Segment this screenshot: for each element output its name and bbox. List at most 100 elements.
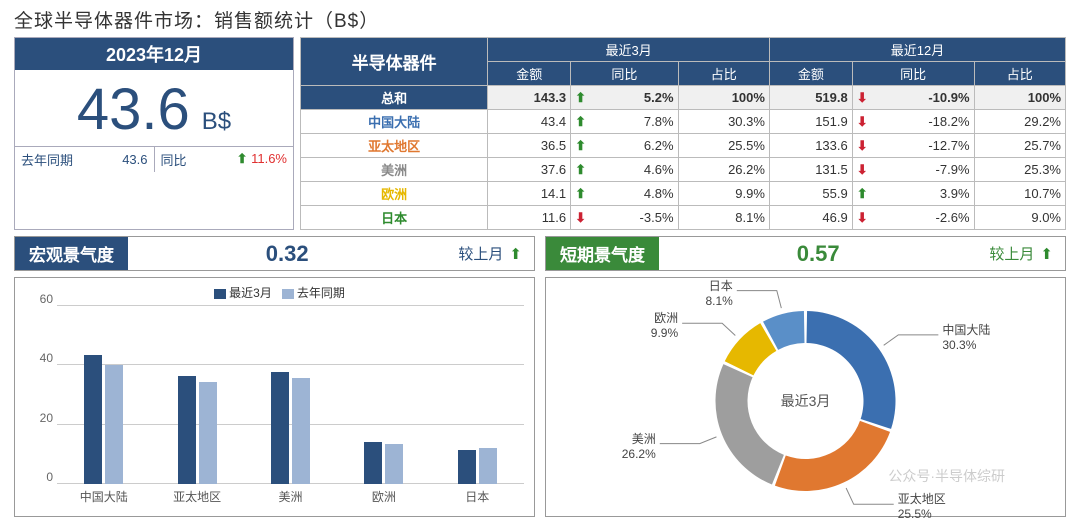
table-cell: ⬆3.9% xyxy=(852,182,974,206)
table-cell: 25.5% xyxy=(678,134,769,158)
yoy-value: 11.6% xyxy=(251,151,287,166)
table-cell: 55.9 xyxy=(769,182,852,206)
table-row: 美洲37.6⬆4.6%26.2%131.5⬇-7.9%25.3% xyxy=(301,158,1066,182)
region-name: 美洲 xyxy=(301,158,488,182)
col-yoy-12m: 同比 xyxy=(852,62,974,86)
indicator: 宏观景气度0.32较上月⬆ xyxy=(14,236,535,271)
donut-slice xyxy=(775,421,890,491)
down-arrow-icon: ⬇ xyxy=(857,90,868,106)
yoy-label: 同比 xyxy=(161,150,187,169)
indicator-value: 0.32 xyxy=(128,237,446,270)
region-name: 亚太地区 xyxy=(301,134,488,158)
donut-chart-box: 中国大陆30.3%亚太地区25.5%美洲26.2%欧洲9.9%日本8.1%最近3… xyxy=(545,277,1066,517)
table-cell: 519.8 xyxy=(769,86,852,110)
col-amount-3m: 金额 xyxy=(488,62,571,86)
table-cell: ⬆4.8% xyxy=(571,182,678,206)
table-cell: 37.6 xyxy=(488,158,571,182)
chart-row: 最近3月 去年同期 0204060中国大陆亚太地区美洲欧洲日本 中国大陆30.3% 亚… xyxy=(14,277,1066,517)
table-row: 总和143.3⬆5.2%100%519.8⬇-10.9%100% xyxy=(301,86,1066,110)
bar-chart: 最近3月去年同期0204060中国大陆亚太地区美洲欧洲日本 xyxy=(19,282,530,512)
donut-label: 欧洲9.9% xyxy=(651,309,678,340)
table-cell: 26.2% xyxy=(678,158,769,182)
group-3m: 最近3月 xyxy=(488,38,770,62)
indicator-row: 宏观景气度0.32较上月⬆短期景气度0.57较上月⬆ xyxy=(14,236,1066,271)
table-cell: ⬇-7.9% xyxy=(852,158,974,182)
last-year-value: 43.6 xyxy=(122,152,147,167)
leader-line xyxy=(682,323,735,335)
bar-group: 日本 xyxy=(431,306,524,484)
table-cell: 100% xyxy=(678,86,769,110)
bar xyxy=(458,450,476,484)
bar xyxy=(178,376,196,484)
leader-line xyxy=(846,488,894,504)
donut-label: 亚太地区25.5% xyxy=(898,490,946,521)
indicator-label: 短期景气度 xyxy=(546,237,659,270)
indicator-label: 宏观景气度 xyxy=(15,237,128,270)
y-tick-label: 0 xyxy=(46,470,53,484)
y-tick-label: 40 xyxy=(40,351,53,365)
up-arrow-icon: ⬆ xyxy=(237,151,248,166)
up-arrow-icon: ⬆ xyxy=(857,186,868,202)
bar xyxy=(479,448,497,484)
table-row: 欧洲14.1⬆4.8%9.9%55.9⬆3.9%10.7% xyxy=(301,182,1066,206)
table-cell: ⬆5.2% xyxy=(571,86,678,110)
table-cell: 10.7% xyxy=(974,182,1065,206)
last-year-label: 去年同期 xyxy=(21,150,73,169)
donut-label: 中国大陆30.3% xyxy=(942,321,990,352)
table-cell: ⬇-12.7% xyxy=(852,134,974,158)
col-share-12m: 占比 xyxy=(974,62,1065,86)
indicator-trend: 较上月⬆ xyxy=(977,237,1065,270)
trend-label: 较上月 xyxy=(458,243,503,264)
table-cell: 11.6 xyxy=(488,206,571,230)
donut-label: 日本8.1% xyxy=(705,277,732,308)
down-arrow-icon: ⬇ xyxy=(857,138,868,154)
table-row: 亚太地区36.5⬆6.2%25.5%133.6⬇-12.7%25.7% xyxy=(301,134,1066,158)
region-name: 中国大陆 xyxy=(301,110,488,134)
table-cell: 151.9 xyxy=(769,110,852,134)
bar-group: 中国大陆 xyxy=(57,306,150,484)
bar xyxy=(271,372,289,484)
bar-chart-box: 最近3月去年同期0204060中国大陆亚太地区美洲欧洲日本 xyxy=(14,277,535,517)
page-title: 全球半导体器件市场：销售额统计（B$） xyxy=(14,6,1066,33)
up-arrow-icon: ⬆ xyxy=(575,114,586,130)
x-tick-label: 美洲 xyxy=(244,488,337,505)
up-arrow-icon: ⬆ xyxy=(575,186,586,202)
table-cell: 30.3% xyxy=(678,110,769,134)
y-tick-label: 60 xyxy=(40,292,53,306)
headline-period: 2023年12月 xyxy=(15,38,293,70)
col-share-3m: 占比 xyxy=(678,62,769,86)
leader-line xyxy=(737,291,782,308)
top-row: 2023年12月 43.6 B$ 去年同期 43.6 同比 ⬆ 11.6% 半导… xyxy=(14,37,1066,230)
bar xyxy=(105,365,123,484)
donut-center-label: 最近3月 xyxy=(781,391,831,411)
table-cell: 143.3 xyxy=(488,86,571,110)
region-name: 欧洲 xyxy=(301,182,488,206)
table-cell: 29.2% xyxy=(974,110,1065,134)
col-yoy-3m: 同比 xyxy=(571,62,678,86)
table-cell: 36.5 xyxy=(488,134,571,158)
leader-line xyxy=(884,335,939,345)
table-cell: ⬆7.8% xyxy=(571,110,678,134)
legend-label: 去年同期 xyxy=(297,286,345,300)
table-cell: 8.1% xyxy=(678,206,769,230)
down-arrow-icon: ⬇ xyxy=(857,162,868,178)
indicator-trend: 较上月⬆ xyxy=(446,237,534,270)
table-cell: 14.1 xyxy=(488,182,571,206)
x-tick-label: 亚太地区 xyxy=(150,488,243,505)
table-row: 中国大陆43.4⬆7.8%30.3%151.9⬇-18.2%29.2% xyxy=(301,110,1066,134)
headline-unit: B$ xyxy=(202,108,231,136)
table-cell: ⬇-10.9% xyxy=(852,86,974,110)
table-cell: 131.5 xyxy=(769,158,852,182)
table-cell: 43.4 xyxy=(488,110,571,134)
table-cell: 25.7% xyxy=(974,134,1065,158)
indicator: 短期景气度0.57较上月⬆ xyxy=(545,236,1066,271)
table-cell: 133.6 xyxy=(769,134,852,158)
donut-label: 美洲26.2% xyxy=(622,430,656,461)
y-tick-label: 20 xyxy=(40,411,53,425)
donut-slice xyxy=(716,364,784,484)
down-arrow-icon: ⬇ xyxy=(857,114,868,130)
bar xyxy=(199,382,217,484)
indicator-value: 0.57 xyxy=(659,237,977,270)
down-arrow-icon: ⬇ xyxy=(575,210,586,226)
bar-plot: 0204060中国大陆亚太地区美洲欧洲日本 xyxy=(57,306,524,484)
